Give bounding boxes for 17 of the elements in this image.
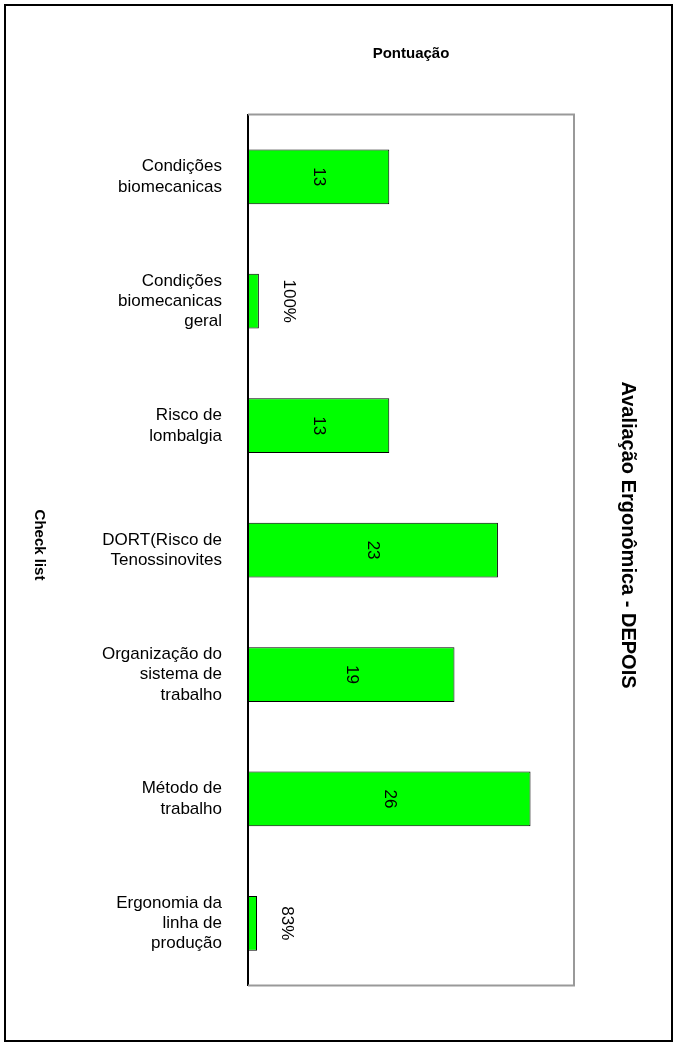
y-tick-label: Ergonomia da linha de produção bbox=[116, 892, 223, 953]
y-axis-title: Check list bbox=[31, 509, 49, 581]
text: Avaliação Ergonômica - DEPOIS bbox=[616, 381, 640, 689]
y-tick-label: DORT(Risco de Tenossinovites bbox=[102, 529, 222, 569]
data-label: 13 bbox=[309, 167, 329, 187]
data-label: 13 bbox=[309, 416, 329, 436]
y-tick-label: Método de trabalho bbox=[141, 778, 222, 818]
x-axis-title: Pontuação bbox=[371, 44, 451, 61]
y-tick-label: Condições biomecanicas geral bbox=[118, 270, 222, 331]
y-tick-label: Organização do sistema de trabalho bbox=[101, 643, 222, 704]
y-tick-label: Risco de lombalgia bbox=[149, 405, 223, 445]
data-label: 19 bbox=[342, 665, 362, 684]
data-label: 23 bbox=[364, 540, 384, 560]
data-label: 83% bbox=[278, 906, 298, 941]
y-tick-label: Condições biomecanicas bbox=[118, 156, 222, 196]
data-label: 100% bbox=[280, 279, 300, 323]
data-label: 26 bbox=[380, 789, 400, 809]
